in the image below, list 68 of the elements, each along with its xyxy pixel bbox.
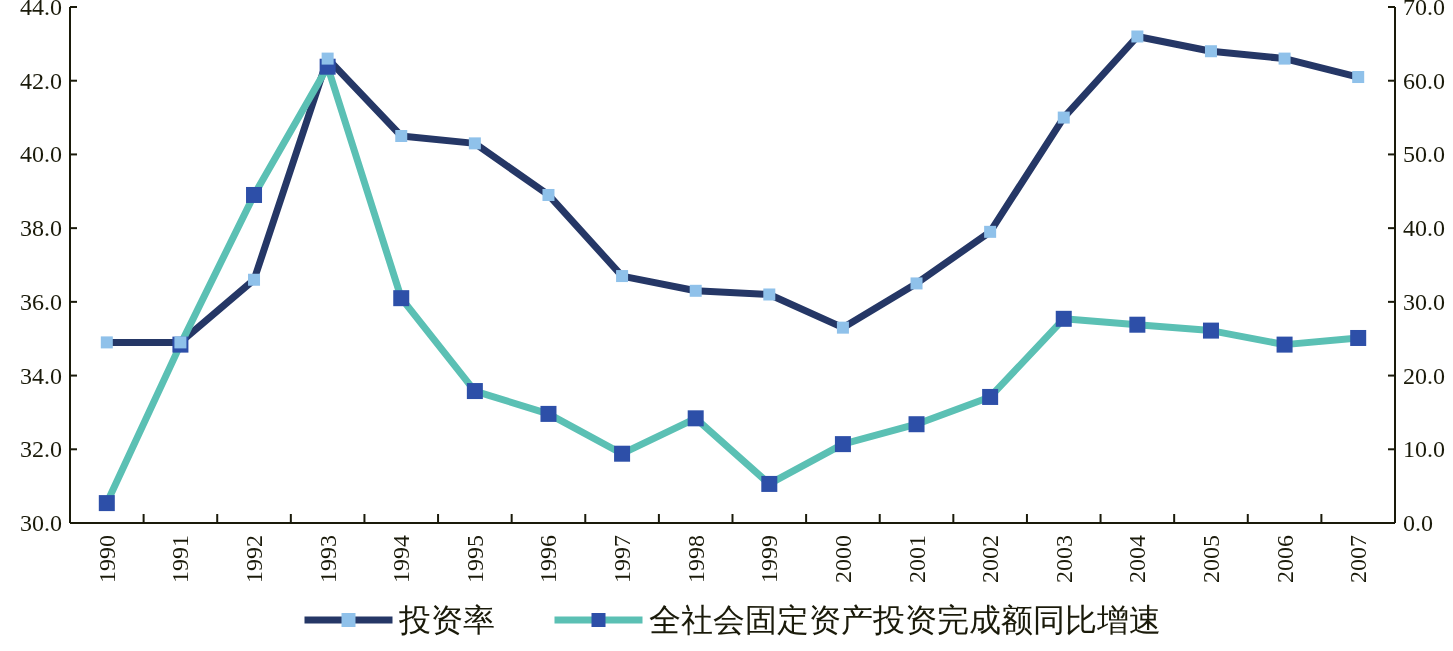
x-tick-label: 1999 — [756, 535, 783, 583]
point — [1204, 45, 1217, 58]
point — [836, 321, 849, 334]
point — [540, 405, 557, 422]
x-tick-label: 1997 — [609, 535, 636, 583]
point — [689, 284, 702, 297]
point — [616, 270, 629, 283]
point — [908, 416, 925, 433]
x-tick-label: 2003 — [1050, 535, 1077, 583]
point — [982, 388, 999, 405]
point — [393, 290, 410, 307]
point — [395, 130, 408, 142]
point — [910, 277, 923, 290]
x-tick-label: 1991 — [167, 535, 194, 583]
y2-tick-label: 20.0 — [1403, 362, 1445, 389]
y-tick-label: 32.0 — [20, 436, 62, 463]
point — [763, 288, 776, 301]
y2-tick-label: 0.0 — [1403, 510, 1433, 536]
y-tick-label: 30.0 — [20, 510, 62, 536]
y2-tick-label: 60.0 — [1403, 67, 1445, 94]
point — [1350, 329, 1367, 346]
point — [466, 383, 483, 400]
y2-tick-label: 50.0 — [1403, 141, 1445, 168]
point — [248, 273, 261, 286]
x-tick-label: 2002 — [977, 535, 1004, 583]
x-tick-label: 1995 — [461, 535, 488, 583]
x-tick-label: 1996 — [535, 535, 562, 583]
point — [321, 52, 334, 65]
x-tick-label: 2005 — [1197, 535, 1224, 583]
x-tick-label: 1990 — [93, 535, 120, 583]
legend-label: 全社会固定资产投资完成额同比增速 — [648, 601, 1161, 639]
y-tick-label: 42.0 — [20, 67, 62, 94]
point — [246, 186, 263, 203]
x-tick-label: 2001 — [903, 535, 930, 583]
point — [834, 436, 851, 453]
x-tick-label: 1992 — [241, 535, 268, 583]
point — [761, 475, 778, 492]
x-tick-label: 2006 — [1271, 535, 1298, 583]
point — [1131, 30, 1144, 43]
y-tick-label: 38.0 — [20, 215, 62, 242]
point — [1129, 316, 1146, 333]
x-tick-label: 2007 — [1345, 535, 1372, 583]
point — [1202, 322, 1219, 339]
y-tick-label: 34.0 — [20, 362, 62, 389]
x-tick-label: 2000 — [829, 535, 856, 583]
point — [1276, 336, 1293, 353]
legend-label: 投资率 — [397, 601, 495, 639]
point — [687, 410, 704, 427]
point — [1055, 310, 1072, 327]
x-tick-label: 1994 — [388, 535, 415, 583]
y2-tick-label: 10.0 — [1403, 436, 1445, 463]
point — [98, 495, 115, 512]
y-tick-label: 36.0 — [20, 288, 62, 315]
x-tick-label: 2004 — [1124, 535, 1151, 583]
x-tick-label: 1998 — [682, 535, 709, 583]
point — [100, 336, 113, 349]
point — [468, 137, 481, 150]
point — [1278, 52, 1291, 65]
point — [1352, 71, 1365, 84]
y2-tick-label: 30.0 — [1403, 288, 1445, 315]
point — [614, 445, 631, 462]
y-tick-label: 40.0 — [20, 141, 62, 168]
y2-tick-label: 40.0 — [1403, 215, 1445, 242]
point — [984, 225, 997, 238]
point — [542, 188, 555, 201]
point — [174, 336, 187, 349]
point — [1057, 111, 1070, 124]
x-tick-label: 1993 — [314, 535, 341, 583]
